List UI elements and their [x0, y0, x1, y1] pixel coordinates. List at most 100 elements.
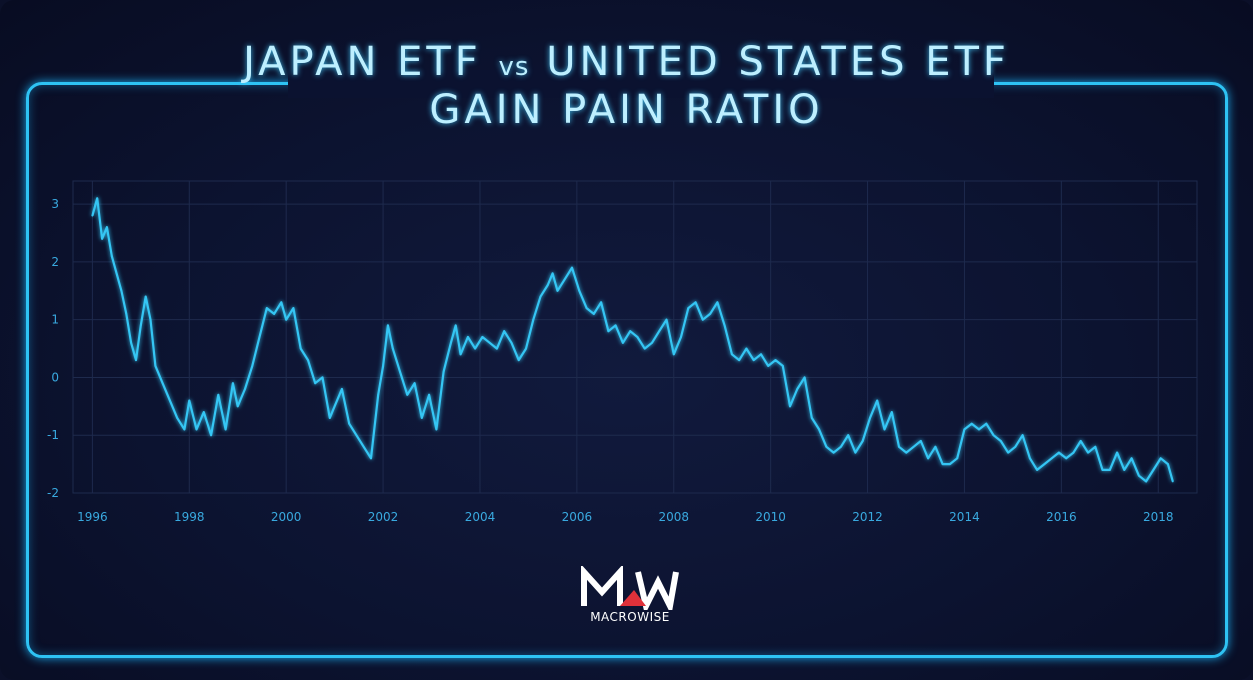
data-point — [1043, 463, 1046, 466]
data-point — [1123, 468, 1126, 471]
x-tick-label: 2012 — [852, 510, 883, 524]
data-point — [1021, 434, 1024, 437]
data-point — [578, 289, 581, 292]
data-point — [532, 318, 535, 321]
data-point — [551, 272, 554, 275]
data-point — [709, 312, 711, 315]
data-point — [643, 347, 646, 350]
x-tick-label: 2016 — [1046, 510, 1077, 524]
title-left: JAPAN ETF — [243, 39, 482, 85]
data-point — [442, 370, 445, 373]
chart-grid — [72, 180, 1198, 494]
data-point — [760, 353, 762, 356]
logo-text: MACROWISE — [590, 610, 670, 624]
data-point — [1079, 440, 1082, 442]
data-point — [1094, 445, 1097, 448]
data-point — [210, 434, 212, 437]
data-point — [183, 428, 186, 431]
data-point — [614, 324, 617, 327]
title-vs: vs — [498, 52, 530, 82]
macrowise-logo: MACROWISE — [580, 564, 680, 628]
data-point — [1036, 468, 1039, 471]
data-point — [905, 451, 908, 454]
x-tick-label: 2018 — [1143, 510, 1174, 524]
data-point — [435, 428, 438, 431]
data-point — [546, 284, 549, 286]
data-point — [101, 237, 103, 240]
data-point — [789, 405, 791, 408]
data-point — [481, 336, 484, 338]
data-point — [244, 388, 246, 390]
data-point — [285, 318, 288, 321]
data-point — [861, 440, 864, 442]
data-point — [154, 364, 157, 367]
data-point — [1072, 451, 1075, 454]
data-point — [428, 393, 430, 396]
x-tick-label: 2006 — [562, 510, 593, 524]
data-point — [217, 393, 220, 396]
chart-ticks: -2 -1 0 1 2 3 1996 1998 2000 2002 2004 2006 2008 2010… — [47, 197, 1173, 524]
data-point — [273, 312, 275, 315]
data-point — [399, 370, 401, 373]
data-point — [1087, 451, 1089, 454]
data-point — [876, 399, 879, 402]
data-point — [120, 289, 123, 292]
data-point — [391, 347, 394, 350]
data-point — [168, 399, 171, 402]
data-point — [912, 445, 915, 448]
data-point — [585, 307, 588, 310]
series-line — [91, 197, 1174, 483]
data-point — [1101, 468, 1104, 471]
x-tick-label: 2008 — [658, 510, 689, 524]
y-tick-label: 2 — [51, 255, 59, 269]
data-point — [406, 393, 409, 396]
data-point — [202, 411, 205, 414]
data-point — [854, 451, 857, 454]
data-point — [898, 445, 900, 448]
x-tick-label: 1996 — [77, 510, 108, 524]
data-point — [832, 451, 835, 454]
data-point — [1065, 457, 1068, 460]
data-point — [956, 457, 959, 460]
data-point — [716, 301, 719, 304]
data-point — [333, 405, 336, 408]
data-point — [307, 359, 309, 362]
data-point — [672, 353, 675, 356]
data-point — [825, 445, 828, 448]
data-point — [496, 347, 498, 350]
data-point — [1167, 463, 1169, 466]
data-point — [188, 399, 191, 402]
data-point — [723, 324, 726, 327]
data-point — [730, 353, 733, 356]
data-point — [1028, 457, 1031, 460]
data-point — [781, 364, 784, 367]
data-point — [224, 428, 227, 431]
data-point — [774, 359, 777, 362]
data-point — [556, 289, 559, 292]
chart-series — [91, 197, 1174, 483]
data-point — [1171, 480, 1174, 483]
data-point — [314, 382, 317, 385]
data-point — [149, 318, 152, 321]
data-point — [231, 382, 234, 385]
chart-title-line-2: GAIN PAIN RATIO — [429, 87, 824, 133]
plot-area-border — [72, 180, 1198, 494]
data-point — [195, 428, 198, 431]
data-point — [525, 347, 527, 350]
data-point — [600, 301, 602, 304]
data-point — [992, 434, 995, 437]
data-point — [474, 347, 477, 350]
data-point — [420, 416, 423, 419]
data-point — [621, 341, 624, 344]
data-point — [106, 226, 108, 229]
data-point — [539, 295, 542, 298]
data-point — [355, 434, 358, 437]
data-point — [517, 359, 520, 362]
data-point — [978, 428, 980, 431]
data-point — [251, 364, 254, 367]
data-point — [292, 307, 295, 310]
data-point — [1130, 457, 1133, 460]
data-point — [280, 301, 283, 304]
x-tick-label: 2010 — [755, 510, 786, 524]
